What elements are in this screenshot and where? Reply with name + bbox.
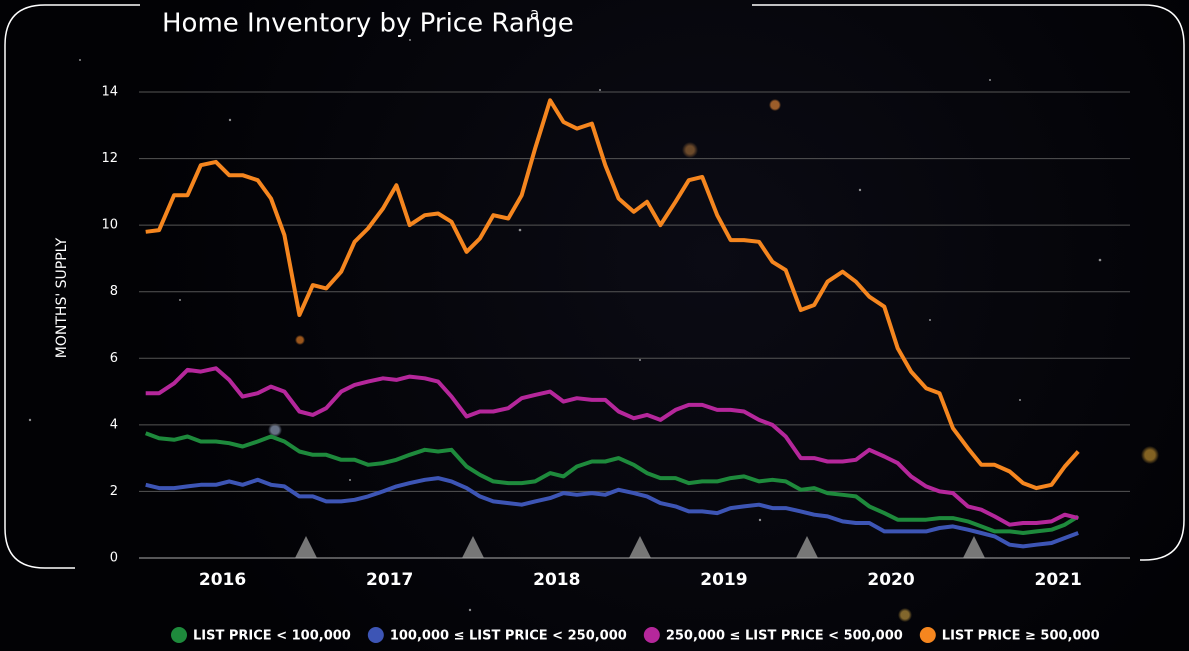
x-tick-label: 2017 (366, 570, 413, 590)
y-tick-label: 4 (110, 417, 118, 432)
legend-item: LIST PRICE ≥ 500,000 (920, 627, 1100, 644)
y-tick-label: 10 (101, 218, 118, 233)
legend-marker (171, 627, 187, 643)
y-tick-label: 8 (110, 284, 118, 299)
legend: LIST PRICE < 100,000 100,000 ≤ LIST PRICE… (171, 627, 1100, 644)
year-dividers (295, 536, 985, 558)
series-line (146, 478, 1078, 546)
legend-marker (368, 627, 384, 643)
y-tick-label: 12 (101, 151, 118, 166)
legend-label: 100,000 ≤ LIST PRICE < 250,000 (390, 629, 627, 644)
legend-label: LIST PRICE < 100,000 (193, 629, 351, 644)
chart: Home Inventory by Price Range a MONTHS' … (0, 0, 1189, 651)
chart-title: Home Inventory by Price Range (162, 9, 574, 39)
legend-label: LIST PRICE ≥ 500,000 (942, 629, 1100, 644)
x-tick-label: 2018 (533, 570, 580, 590)
title-note: a (530, 5, 539, 23)
legend-item: 250,000 ≤ LIST PRICE < 500,000 (644, 627, 903, 644)
legend-marker (644, 627, 660, 643)
y-tick-label: 14 (101, 85, 118, 100)
y-tick-label: 2 (110, 484, 118, 499)
y-tick-label: 6 (110, 351, 118, 366)
frame (752, 5, 1184, 560)
legend-item: LIST PRICE < 100,000 (171, 627, 351, 644)
legend-label: 250,000 ≤ LIST PRICE < 500,000 (666, 629, 903, 644)
frame (5, 5, 140, 568)
x-tick-label: 2016 (199, 570, 246, 590)
y-axis-label: MONTHS' SUPPLY (54, 237, 70, 358)
x-tick-label: 2020 (867, 570, 914, 590)
x-tick-label: 2021 (1034, 570, 1081, 590)
y-tick-label: 0 (110, 551, 118, 566)
series-line (146, 433, 1078, 533)
legend-marker (920, 627, 936, 643)
x-tick-label: 2019 (700, 570, 747, 590)
legend-item: 100,000 ≤ LIST PRICE < 250,000 (368, 627, 627, 644)
page: Home Inventory by Price Range a MONTHS' … (0, 0, 1189, 651)
